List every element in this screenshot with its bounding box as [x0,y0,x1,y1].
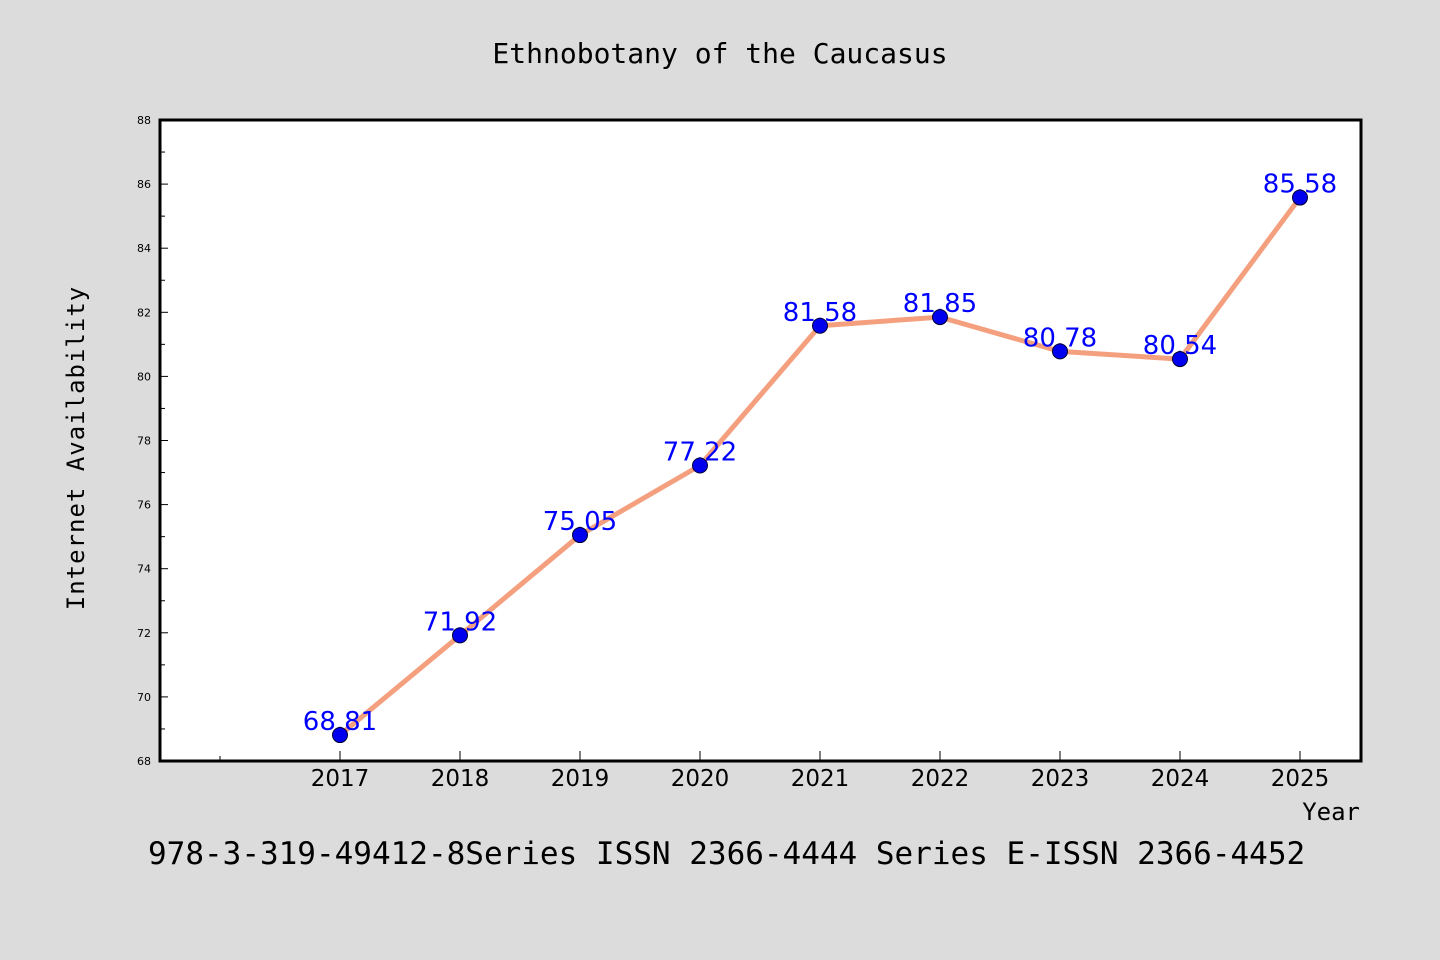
y-tick-label: 74 [137,563,151,576]
data-point [812,317,828,334]
x-axis: 2017 2018 2019 2020 2021 2022 2023 2024 2025 [219,751,1330,792]
data-point [1292,189,1308,206]
y-tick-label: 70 [137,691,151,704]
x-tick-label: 2024 [1151,766,1210,792]
y-axis-label: Internet Availability [62,286,90,610]
data-point [332,727,348,744]
plot-area [158,118,1363,763]
y-tick-label: 76 [137,499,151,512]
y-tick-label: 80 [137,370,151,383]
y-tick-label: 78 [137,435,151,448]
y-tick-label: 88 [137,114,151,127]
data-point [452,627,468,644]
x-tick-label: 2019 [551,766,610,792]
data-point [1172,351,1188,368]
y-tick-label: 82 [137,306,151,319]
data-point [572,527,588,544]
y-tick-label: 68 [137,755,151,768]
x-tick-label: 2023 [1031,766,1090,792]
footer-text: 978-3-319-49412-8Series ISSN 2366-4444 S… [148,836,1305,872]
y-tick-label: 84 [137,242,151,255]
x-tick-label: 2021 [791,766,850,792]
data-point [932,309,948,326]
y-tick-label: 72 [137,627,151,640]
x-tick-label: 2025 [1271,766,1330,792]
x-tick-label: 2020 [671,766,730,792]
y-axis: 68 70 72 74 76 78 80 82 84 86 88 [137,114,168,768]
x-tick-label: 2022 [911,766,970,792]
data-point [1052,343,1068,360]
x-axis-label: Year [1302,798,1360,826]
data-point [692,457,708,474]
x-tick-label: 2017 [311,766,370,792]
x-tick-label: 2018 [431,766,490,792]
chart-title: Ethnobotany of the Caucasus [492,37,947,70]
y-tick-label: 86 [137,178,151,191]
